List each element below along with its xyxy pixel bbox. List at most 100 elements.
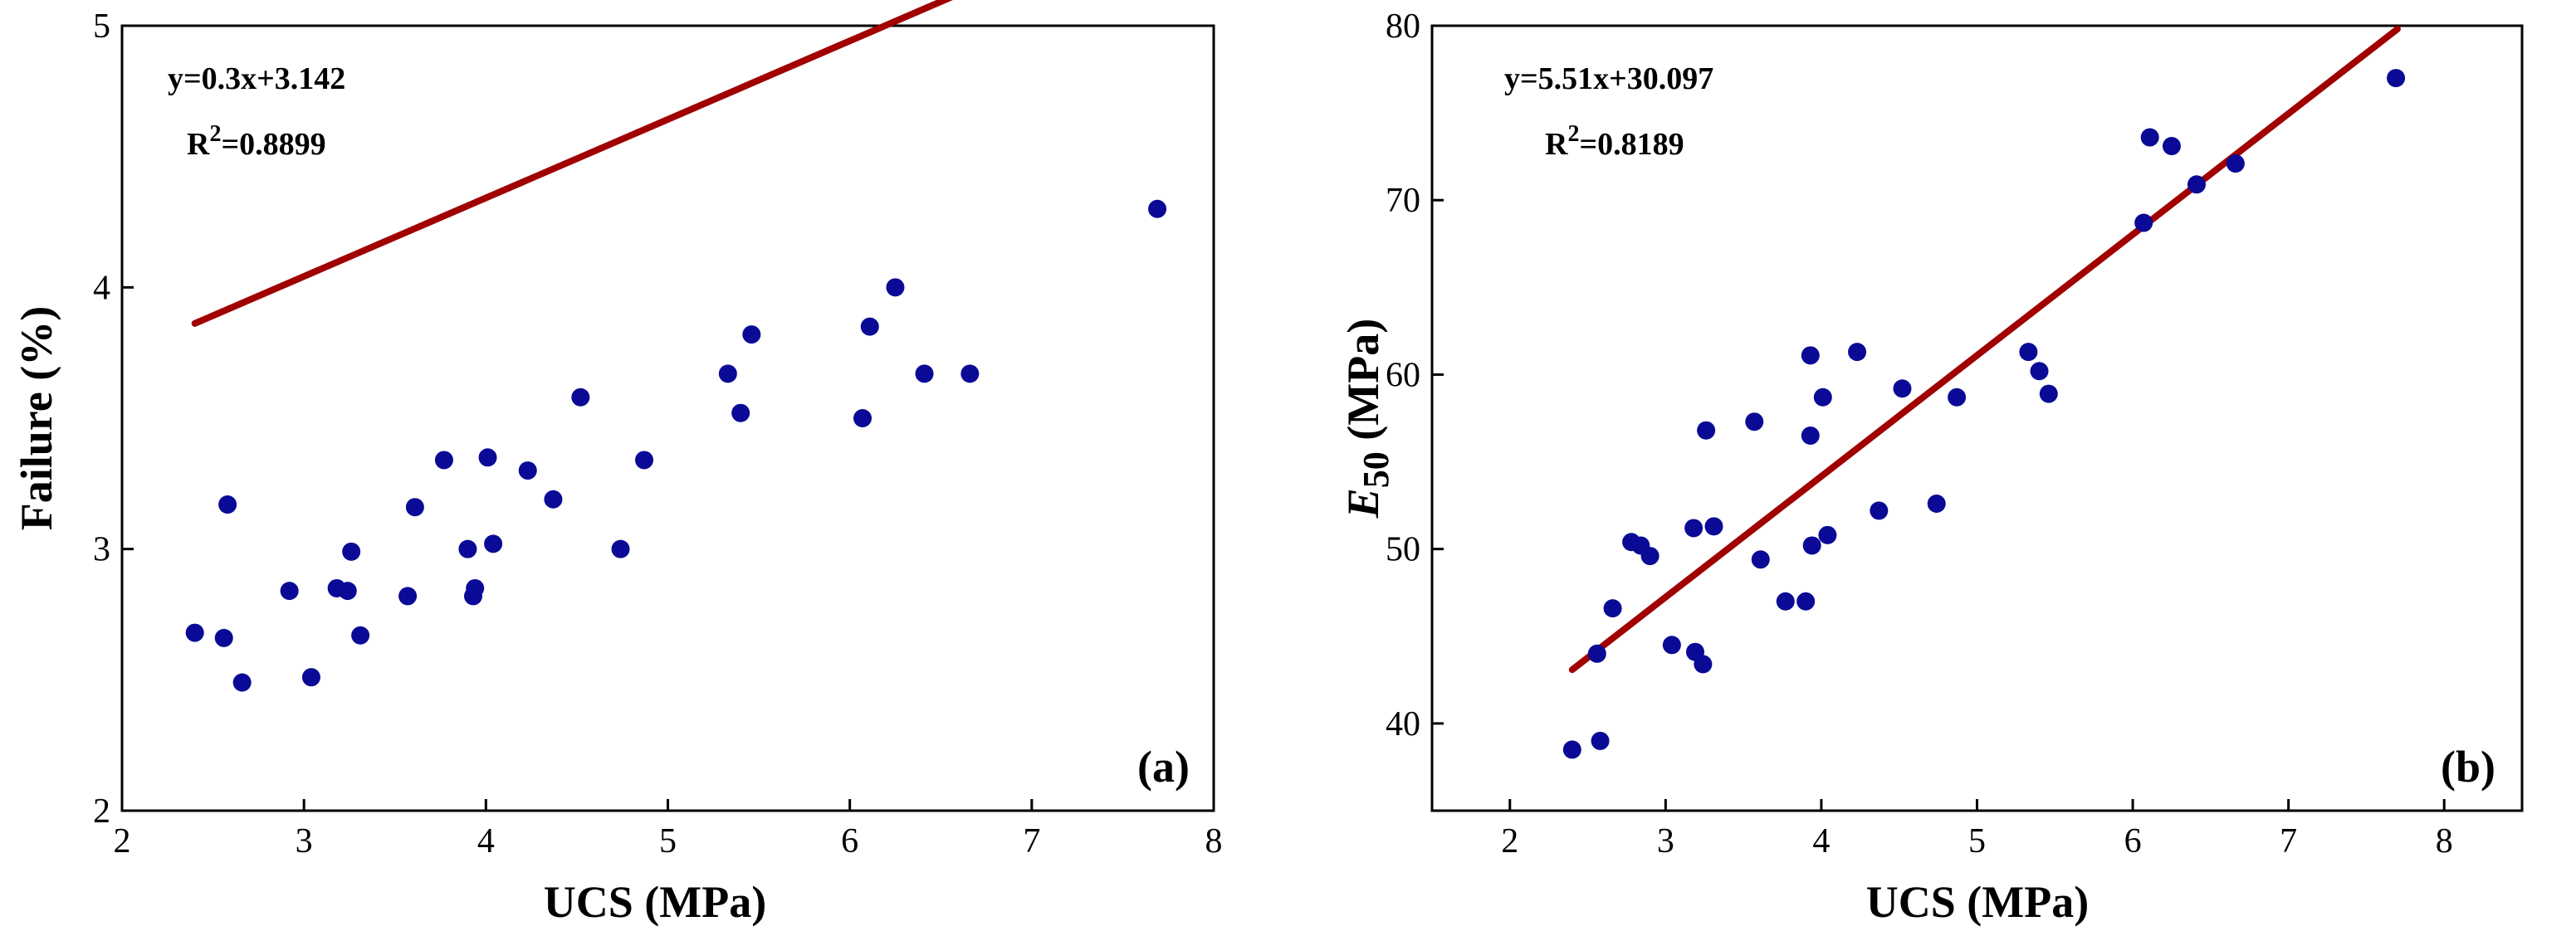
fit-line-a	[191, 0, 953, 327]
data-point-a	[338, 582, 357, 601]
data-point-b	[1640, 547, 1659, 566]
data-point-b	[2039, 384, 2058, 403]
data-point-b	[1848, 343, 1867, 362]
data-point-a	[518, 461, 537, 480]
data-point-b	[1801, 427, 1820, 446]
data-point-b	[2030, 362, 2049, 381]
y-label-sub-b: 50	[1356, 451, 1396, 488]
data-point-b	[2187, 175, 2206, 194]
data-point-b	[1948, 388, 1967, 407]
data-point-a	[860, 317, 879, 336]
data-point-b	[2134, 213, 2153, 232]
x-tick-label-b: 4	[1812, 822, 1830, 860]
data-point-b	[1684, 519, 1703, 538]
x-tick-label-a: 4	[477, 822, 495, 860]
data-point-a	[853, 409, 873, 427]
data-point-b	[1697, 421, 1716, 440]
data-point-b	[1796, 592, 1816, 611]
r-sup-a: 2	[209, 121, 221, 147]
data-point-a	[544, 490, 563, 509]
data-point-b	[2226, 154, 2245, 173]
data-point-b	[1745, 412, 1764, 431]
data-point-a	[478, 448, 497, 467]
data-point-a	[718, 364, 737, 383]
data-point-b	[1776, 592, 1795, 611]
y-axis-label-a: Failure (%)	[12, 306, 61, 530]
data-point-a	[742, 325, 761, 344]
data-point-b	[1801, 346, 1820, 365]
y-tick-label-b: 60	[1386, 356, 1420, 394]
y-tick-label-b: 70	[1386, 182, 1420, 220]
fit-line-group-a	[191, 0, 953, 327]
data-point-b	[1870, 501, 1889, 520]
data-point-b	[1704, 517, 1723, 536]
data-point-b	[1818, 525, 1837, 544]
data-point-b	[2162, 137, 2181, 156]
data-point-b	[1662, 636, 1681, 655]
r-squared-b: R2=0.8189	[1545, 121, 1684, 162]
y-tick-label-b: 80	[1386, 7, 1420, 46]
chart-panel-a: 2 3 4 5 6 7 8 2 3 4 5 UCS (MPa) Failure (%) y=0.3…	[12, 0, 1223, 927]
data-point-a	[218, 495, 237, 514]
r-label-a: R	[187, 127, 210, 162]
panel-label-b: (b)	[2441, 742, 2495, 792]
data-point-a	[731, 403, 750, 422]
x-tick-label-b: 8	[2436, 822, 2453, 860]
x-tick-label-a: 5	[659, 822, 677, 860]
data-point-b	[1603, 599, 1622, 618]
data-point-b	[2387, 69, 2406, 88]
data-point-a	[405, 498, 424, 517]
equation-a: y=0.3x+3.142	[168, 61, 345, 96]
x-tick-label-b: 2	[1501, 822, 1518, 860]
r-squared-a: R2=0.8899	[187, 121, 326, 162]
x-tick-label-a: 7	[1023, 822, 1040, 860]
data-point-a	[611, 539, 630, 558]
data-point-a	[635, 451, 654, 470]
data-point-a	[466, 578, 485, 597]
data-point-b	[1694, 655, 1713, 674]
data-point-b	[1751, 550, 1770, 569]
data-point-b	[2019, 343, 2038, 362]
x-tick-label-a: 8	[1205, 822, 1223, 860]
y-label-main-b: E	[1338, 488, 1388, 519]
data-points-b	[1562, 69, 2406, 759]
y-axis-ticks-b: 40 50 60 70 80	[1386, 7, 1444, 743]
panel-label-a: (a)	[1137, 742, 1190, 792]
data-points-a	[185, 199, 1167, 692]
data-point-b	[1591, 731, 1610, 750]
y-tick-label-a: 4	[93, 269, 110, 307]
data-point-b	[1813, 388, 1832, 407]
y-tick-label-a: 2	[93, 792, 110, 831]
data-point-b	[1802, 536, 1821, 555]
data-point-b	[1562, 740, 1581, 759]
data-point-b	[1587, 644, 1606, 663]
x-tick-label-a: 6	[841, 822, 858, 860]
data-point-a	[484, 534, 503, 553]
data-point-a	[232, 673, 252, 692]
y-axis-ticks-a: 2 3 4 5	[93, 7, 134, 831]
data-point-a	[280, 582, 299, 601]
x-axis-label-b: UCS (MPa)	[1866, 877, 2089, 927]
equation-b: y=5.51x+30.097	[1504, 61, 1713, 96]
data-point-a	[458, 539, 477, 558]
r-value-a: =0.8899	[221, 127, 325, 162]
y-tick-label-a: 3	[93, 531, 110, 569]
x-tick-label-a: 2	[114, 822, 131, 860]
fit-line-group-b	[1568, 25, 2401, 674]
r-value-b: =0.8189	[1579, 127, 1684, 162]
data-point-a	[185, 623, 204, 642]
data-point-a	[886, 278, 905, 297]
data-point-a	[342, 542, 361, 561]
data-point-a	[434, 451, 453, 470]
y-tick-label-b: 40	[1386, 705, 1420, 743]
x-tick-label-b: 6	[2124, 822, 2142, 860]
data-point-a	[351, 626, 370, 645]
y-axis-label-b: E50 (MPa)	[1338, 319, 1396, 519]
data-point-a	[301, 668, 320, 687]
data-point-a	[915, 364, 934, 383]
x-tick-label-b: 5	[1968, 822, 1986, 860]
data-point-b	[1893, 379, 1912, 398]
x-axis-ticks-b: 2 3 4 5 6 7 8	[1501, 799, 2453, 860]
data-point-a	[1148, 199, 1167, 218]
